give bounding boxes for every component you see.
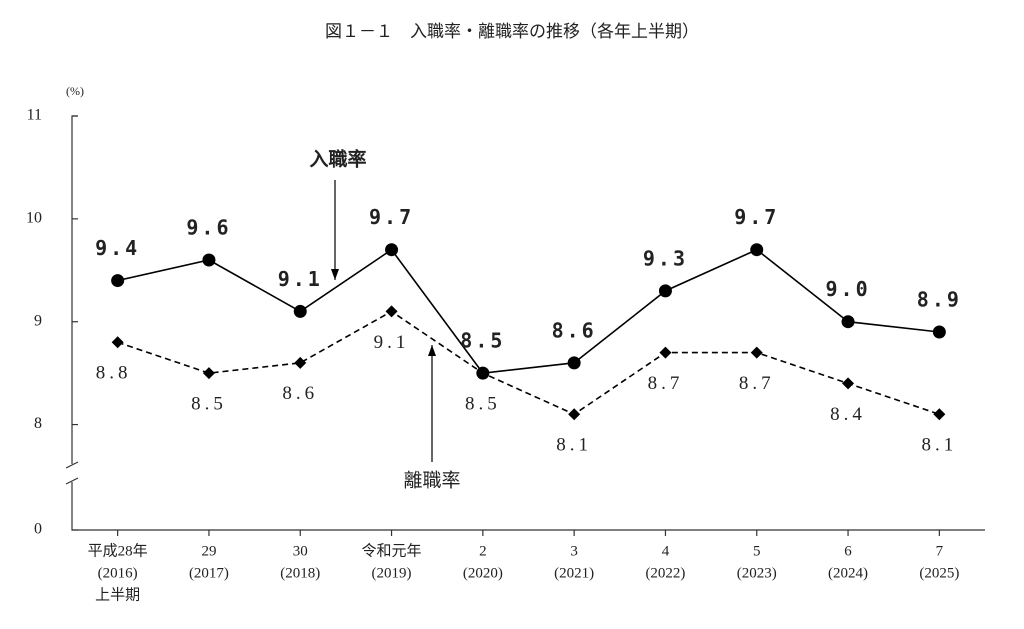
x-tick-label: (2016) <box>98 565 138 581</box>
x-tick-label: (2019) <box>372 565 412 581</box>
x-tick-label: 7 <box>936 543 944 559</box>
data-label: 8.4 <box>830 404 866 425</box>
x-tick-label: 令和元年 <box>362 542 422 559</box>
data-point <box>933 408 946 421</box>
x-tick-label: 4 <box>662 543 670 559</box>
data-point <box>932 325 946 339</box>
data-point <box>568 408 581 421</box>
data-label: 8.1 <box>556 435 592 456</box>
data-point <box>659 346 672 359</box>
data-point <box>750 346 763 359</box>
data-label: 9.7 <box>734 205 779 229</box>
data-point <box>202 253 216 267</box>
x-tick-label: 6 <box>844 543 852 559</box>
x-tick-label: (2025) <box>919 565 959 581</box>
data-point <box>111 274 125 288</box>
data-label: 9.3 <box>643 246 688 270</box>
y-tick-label: 0 <box>34 521 42 538</box>
data-point <box>385 305 398 318</box>
x-tick-label: 29 <box>201 543 216 559</box>
data-label: 8.9 <box>917 288 962 312</box>
chart-title: 図１－１ 入職率・離職率の推移（各年上半期） <box>325 22 699 41</box>
x-tick-label: 2 <box>479 543 487 559</box>
x-tick-label: 3 <box>570 543 578 559</box>
data-label: 8.5 <box>191 394 227 415</box>
data-point <box>750 243 764 257</box>
data-point <box>293 304 307 318</box>
x-tick-label: (2024) <box>828 565 868 581</box>
x-tick-label: (2020) <box>463 565 503 581</box>
x-tick-label: (2021) <box>554 565 594 581</box>
data-point <box>111 336 124 349</box>
y-tick-label: 10 <box>26 210 42 227</box>
data-point <box>202 367 215 380</box>
y-tick-label: 8 <box>34 415 42 432</box>
data-point <box>841 315 855 329</box>
x-tick-label: 5 <box>753 543 761 559</box>
data-label: 9.1 <box>278 267 323 291</box>
data-label: 9.1 <box>374 332 410 353</box>
data-label: 8.5 <box>460 329 505 353</box>
series-line <box>117 248 940 374</box>
x-tick-label: (2018) <box>280 565 320 581</box>
data-label: 8.7 <box>739 373 775 394</box>
x-tick-label: (2017) <box>189 565 229 581</box>
data-label: 8.5 <box>465 394 501 415</box>
data-point <box>476 367 489 380</box>
data-label: 8.6 <box>282 383 318 404</box>
y-axis-unit: (%) <box>66 84 84 98</box>
y-tick-label: 9 <box>34 312 42 329</box>
legend-arrowhead <box>428 345 436 356</box>
axis-break <box>65 477 79 485</box>
x-tick-label: 平成28年 <box>88 542 148 559</box>
data-label: 9.0 <box>825 277 870 301</box>
data-label: 8.6 <box>552 318 597 342</box>
data-label: 8.7 <box>648 373 684 394</box>
data-label: 8.8 <box>96 363 132 384</box>
data-label: 9.7 <box>369 205 414 229</box>
x-tick-label: (2023) <box>737 565 777 581</box>
data-point <box>567 356 581 370</box>
x-tick-label: 30 <box>293 543 308 559</box>
x-tick-label: 上半期 <box>95 586 140 603</box>
data-point <box>842 377 855 390</box>
data-point <box>294 356 307 369</box>
data-label: 9.4 <box>95 236 140 260</box>
data-point <box>658 284 672 298</box>
data-point <box>385 243 399 257</box>
axis-break <box>65 461 79 469</box>
legend-arrowhead <box>331 269 339 280</box>
x-tick-label: (2022) <box>645 565 685 581</box>
series-line <box>117 310 940 416</box>
legend-label: 離職率 <box>403 469 460 491</box>
data-label: 8.1 <box>921 435 957 456</box>
y-tick-label: 11 <box>27 107 42 124</box>
data-label: 9.6 <box>186 216 231 240</box>
legend-label: 入職率 <box>309 148 366 171</box>
